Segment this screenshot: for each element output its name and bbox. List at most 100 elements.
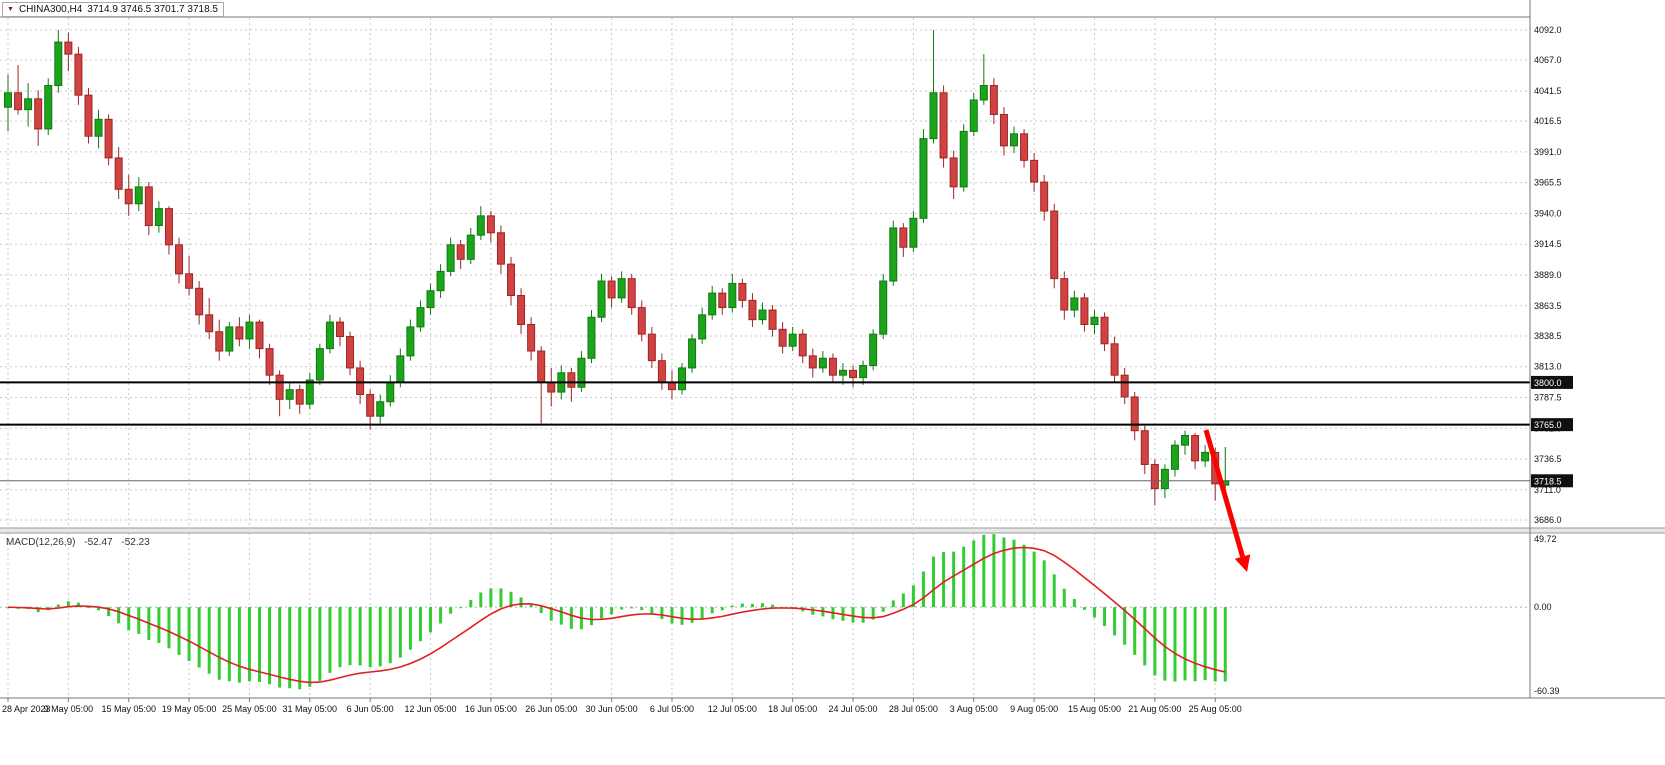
candle-body: [738, 282, 747, 301]
time-scale-surface[interactable]: [0, 699, 1665, 765]
macd-histogram-bar: [217, 607, 221, 680]
macd-histogram-bar: [1042, 560, 1046, 608]
macd-histogram-bar: [1133, 607, 1137, 655]
macd-histogram-bar: [378, 607, 382, 667]
candle-body: [678, 367, 687, 391]
macd-histogram-bar: [972, 540, 976, 608]
macd-histogram-bar: [1032, 551, 1036, 608]
candle-body: [818, 357, 827, 369]
time-axis-label: 25 Aug 05:00: [1189, 704, 1242, 714]
price-axis-label: 3838.5: [1534, 331, 1562, 341]
macd-histogram-bar: [398, 607, 402, 658]
candle-body: [979, 85, 988, 101]
macd-histogram-bar: [56, 604, 60, 608]
candle-body: [325, 321, 334, 350]
candle-body: [1160, 468, 1169, 490]
candle-body: [84, 94, 93, 137]
price-axis-label: 4016.5: [1534, 116, 1562, 126]
macd-histogram-bar: [247, 607, 251, 682]
price-axis-label: 3711.0: [1534, 485, 1561, 495]
macd-signal-value: -52.23: [121, 537, 150, 548]
macd-histogram-bar: [680, 607, 684, 625]
candle-body: [788, 333, 797, 347]
candle-body: [657, 360, 666, 383]
trend-arrow-shaft[interactable]: [1203, 429, 1245, 558]
candle-body: [627, 278, 636, 309]
macd-histogram-bar: [127, 607, 131, 631]
macd-histogram-bar: [1022, 544, 1026, 608]
candle-body: [94, 118, 103, 137]
price-axis-label: 4067.0: [1534, 55, 1562, 65]
time-axis-label: 6 Jul 05:00: [650, 704, 694, 714]
candle-body: [185, 273, 194, 289]
candle-body: [808, 355, 817, 369]
candle-body: [1070, 297, 1079, 311]
macd-histogram-bar: [338, 607, 342, 668]
macd-histogram-bar: [36, 607, 40, 613]
candle-body: [667, 381, 676, 391]
macd-histogram-bar: [258, 607, 261, 683]
macd-histogram-bar: [66, 601, 70, 608]
macd-histogram-bar: [660, 607, 664, 620]
panel-splitter[interactable]: [0, 528, 1665, 533]
macd-histogram-bar: [730, 605, 734, 608]
macd-histogram-bar: [529, 604, 533, 608]
candle-body: [1040, 181, 1049, 212]
macd-histogram-bar: [921, 571, 925, 608]
macd-histogram-bar: [388, 607, 392, 664]
candle-body: [617, 278, 626, 299]
candle-body: [114, 157, 123, 190]
time-axis-label: 16 Jun 05:00: [465, 704, 517, 714]
main-chart-surface[interactable]: [0, 18, 1530, 530]
symbol-dropdown-icon[interactable]: ▼: [7, 6, 14, 13]
candle-body: [517, 295, 526, 325]
macd-histogram-bar: [76, 602, 80, 608]
macd-indicator-label: MACD(12,26,9) -52.47 -52.23: [6, 536, 156, 549]
candle-body: [14, 92, 23, 111]
time-axis-label: 6 Jun 05:00: [347, 704, 394, 714]
macd-histogram-bar: [137, 607, 141, 634]
candle-body: [1110, 343, 1119, 376]
macd-histogram-bar: [278, 607, 282, 688]
time-axis-label: 28 Jul 05:00: [889, 704, 938, 714]
macd-histogram-bar: [700, 607, 704, 619]
candle-body: [597, 280, 606, 318]
ohlc-quote: 3714.9 3746.5 3701.7 3718.5: [87, 4, 218, 15]
macd-panel-surface[interactable]: [0, 534, 1530, 696]
candle-body: [154, 208, 163, 227]
macd-histogram-bar: [237, 607, 241, 683]
candle-body: [567, 372, 576, 388]
candle-body: [255, 321, 264, 350]
trend-arrow-head[interactable]: [1234, 554, 1251, 572]
candle-body: [698, 314, 707, 340]
macd-histogram-bar: [851, 607, 855, 623]
macd-histogram-bar: [167, 607, 171, 649]
candle-body: [1170, 444, 1179, 470]
time-axis-label: 30 Jun 05:00: [586, 704, 638, 714]
macd-histogram-bar: [187, 607, 191, 661]
candle-body: [607, 280, 616, 299]
macd-histogram-bar: [107, 607, 111, 616]
candle-body: [1020, 133, 1029, 161]
macd-histogram-bar: [569, 607, 573, 629]
candle-body: [64, 41, 73, 55]
macd-histogram-bar: [589, 607, 593, 626]
macd-histogram-bar: [539, 607, 543, 614]
candle-body: [225, 326, 234, 352]
macd-histogram-bar: [962, 546, 966, 608]
candle-body: [577, 357, 586, 388]
candle-body: [406, 326, 415, 357]
candle-body: [104, 118, 113, 159]
candle-body: [1060, 278, 1069, 311]
macd-histogram-bar: [740, 603, 744, 608]
candle-body: [1181, 435, 1190, 446]
time-axis-label: 15 Aug 05:00: [1068, 704, 1121, 714]
candle-body: [728, 282, 737, 309]
price-scale-surface[interactable]: [1531, 0, 1665, 698]
macd-histogram-bar: [1012, 539, 1016, 608]
candle-body: [1050, 210, 1059, 280]
candle-body: [999, 113, 1008, 147]
macd-signal-line: [7, 546, 1226, 684]
macd-histogram-bar: [459, 607, 463, 609]
